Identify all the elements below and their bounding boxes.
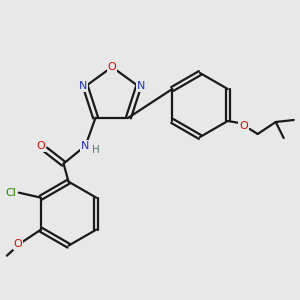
- Text: O: O: [14, 239, 22, 249]
- Text: O: O: [108, 62, 116, 72]
- Text: Cl: Cl: [5, 188, 16, 198]
- Text: H: H: [92, 145, 99, 155]
- Text: O: O: [239, 121, 248, 131]
- Text: N: N: [136, 81, 145, 91]
- Text: N: N: [79, 81, 88, 91]
- Text: O: O: [36, 141, 45, 151]
- Text: N: N: [81, 141, 90, 151]
